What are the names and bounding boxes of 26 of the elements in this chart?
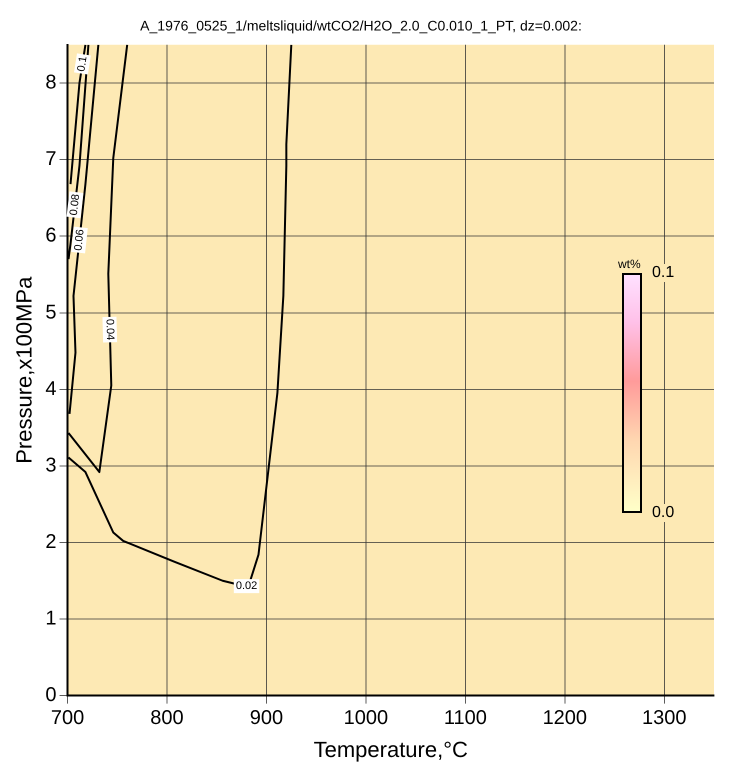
color-bar-title: wt%	[618, 256, 641, 271]
x-tick-label: 1300	[642, 707, 687, 730]
y-tick-label: 8	[45, 72, 57, 94]
chart-title: A_1976_0525_1/meltsliquid/wtCO2/H2O_2.0_C0.010_1_PT, dz=0.002:	[140, 17, 582, 34]
annotation: 0.0	[650, 504, 676, 522]
annotation: 0.1	[650, 264, 676, 282]
text: 0.06	[72, 228, 87, 252]
y-tick-label: 3	[45, 454, 57, 476]
text: 0.1	[75, 55, 90, 72]
x-tick-label: 700	[50, 707, 84, 730]
x-tick-label: 1100	[444, 707, 487, 730]
x-tick-label: 1200	[542, 707, 588, 730]
x-axis-title: Temperature,°C	[314, 736, 468, 762]
y-tick-label: 5	[45, 301, 57, 324]
text: 0.08	[68, 194, 82, 216]
x-tick-label: 900	[250, 707, 284, 730]
y-tick-label: 7	[45, 148, 57, 170]
y-tick-label: 1	[45, 608, 57, 630]
x-tick-label: 800	[150, 707, 184, 730]
y-axis-title: Pressure,x100MPa	[11, 276, 36, 464]
y-tick-label: 4	[45, 378, 57, 400]
text: 0.04	[103, 318, 116, 340]
y-tick-label: 6	[45, 224, 57, 247]
y-tick-label: 0	[45, 684, 57, 706]
y-tick-label: 2	[45, 530, 57, 553]
x-tick-label: 1000	[344, 707, 388, 730]
